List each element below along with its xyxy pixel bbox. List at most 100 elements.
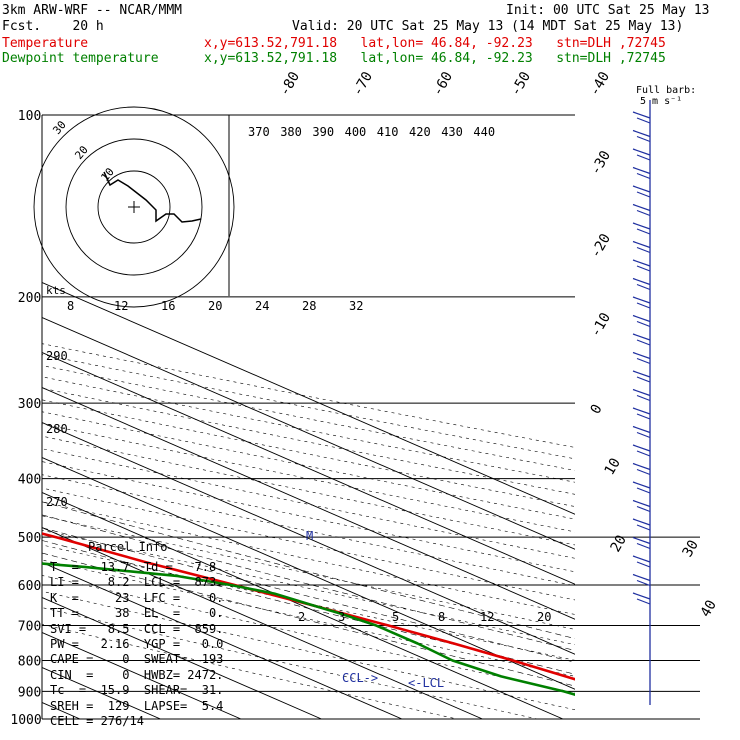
pressure-tick-label: 300 bbox=[18, 397, 41, 412]
pressure-tick-label: 700 bbox=[18, 619, 41, 634]
theta-label: 410 bbox=[377, 125, 399, 139]
parcel-info-row: CAPE = 0 SWEAT= 193 bbox=[50, 652, 224, 667]
wind-barb bbox=[636, 209, 651, 217]
wind-barb bbox=[632, 444, 651, 452]
isotherm-label: -60 bbox=[430, 69, 457, 99]
theta-label: 430 bbox=[441, 125, 463, 139]
mixing-ratio-label: 8 bbox=[438, 610, 445, 624]
isotherm-label: -30 bbox=[588, 148, 615, 178]
wind-barb bbox=[632, 499, 651, 508]
wind-barb bbox=[636, 505, 651, 513]
wind-barb bbox=[636, 561, 651, 568]
wind-barb bbox=[636, 191, 651, 198]
wind-barb bbox=[632, 481, 651, 489]
pressure-tick-label: 500 bbox=[18, 531, 41, 546]
isotherm-label: -70 bbox=[350, 69, 377, 99]
isotherm-line bbox=[42, 317, 575, 550]
isotherm-line bbox=[42, 597, 322, 719]
wind-barb bbox=[636, 450, 651, 457]
theta-label: 380 bbox=[280, 125, 302, 139]
wind-barb bbox=[636, 579, 651, 587]
wind-barb bbox=[632, 407, 651, 415]
wind-barb bbox=[636, 542, 651, 550]
wind-barb bbox=[632, 370, 651, 378]
isotherm-label: -80 bbox=[277, 69, 304, 99]
wind-barb bbox=[632, 573, 651, 582]
wind-barb bbox=[632, 296, 651, 304]
isotherm-line bbox=[42, 387, 575, 620]
wind-barb bbox=[632, 111, 651, 119]
isotherm-label: -40 bbox=[587, 69, 614, 99]
wind-barb bbox=[632, 148, 651, 156]
wind-barb bbox=[636, 265, 651, 272]
wind-barb bbox=[632, 277, 651, 286]
parcel-info-row: Tc = 15.9 SHEAR= 31. bbox=[50, 683, 224, 698]
wind-barb bbox=[636, 524, 651, 531]
wind-barb bbox=[632, 314, 651, 323]
isotherm-label: 0 bbox=[588, 402, 606, 417]
wind-barb bbox=[636, 413, 651, 420]
wind-barb bbox=[636, 394, 651, 402]
theta-label: 440 bbox=[473, 125, 495, 139]
temperature-line bbox=[42, 532, 575, 681]
mixing-ratio-label: 3 bbox=[338, 610, 345, 624]
hodograph-kts-label: 20 bbox=[208, 299, 222, 313]
theta-label: 290 bbox=[46, 349, 68, 363]
wind-barb bbox=[632, 592, 651, 600]
parcel-info-row: CELL = 276/14 bbox=[50, 714, 144, 728]
parcel-info-row: K = 23 LFC = 0. bbox=[50, 590, 224, 605]
theta-label: 390 bbox=[312, 125, 334, 139]
temperature-legend: Temperature bbox=[2, 36, 89, 51]
parcel-info-title: Parcel Info bbox=[88, 540, 168, 554]
hodograph-ring-label: 20 bbox=[72, 143, 90, 162]
parcel-info-row: LI = 8.2 LCL = 873. bbox=[50, 575, 224, 590]
wind-barb bbox=[636, 598, 651, 605]
wind-barb bbox=[632, 166, 651, 175]
isotherm-label: -50 bbox=[508, 69, 535, 99]
isotherm-label: 10 bbox=[602, 455, 624, 478]
pressure-tick-label: 600 bbox=[18, 579, 41, 594]
pressure-tick-label: 200 bbox=[18, 291, 41, 306]
wind-barb-legend-title: Full barb: bbox=[636, 85, 696, 96]
dry-adiabat bbox=[42, 607, 538, 719]
wind-barb bbox=[636, 302, 651, 309]
wind-barb bbox=[636, 320, 651, 328]
valid-time: Valid: 20 UTC Sat 25 May 13 (14 MDT Sat … bbox=[292, 19, 684, 34]
wind-barb bbox=[636, 339, 651, 346]
wind-barb bbox=[636, 357, 651, 365]
dewpoint-location: x,y=613.52,791.18 lat,lon= 46.84, -92.23… bbox=[204, 51, 666, 66]
ccl-annotation: CCL-> bbox=[342, 671, 378, 685]
mixing-ratio-label: 12 bbox=[480, 610, 494, 624]
wind-barb bbox=[636, 431, 651, 439]
isotherm-line bbox=[42, 282, 575, 515]
wind-barbs: Full barb:5 m s⁻¹ bbox=[632, 85, 696, 705]
hodograph-kts-label: 8 bbox=[67, 299, 74, 313]
hodograph-ring bbox=[97, 170, 171, 244]
theta-label: 370 bbox=[248, 125, 270, 139]
wind-barb bbox=[636, 376, 651, 383]
mixing-ratio-label: 20 bbox=[537, 610, 551, 624]
parcel-info-row: SVI = 8.5 CCL = 859. bbox=[50, 621, 224, 636]
wind-barb bbox=[632, 203, 651, 212]
parcel-info-row: PW = 2.16 YGP = 0.0 bbox=[50, 637, 224, 651]
sounding-series bbox=[42, 532, 575, 696]
hodograph-kts-label: 32 bbox=[349, 299, 363, 313]
wind-barb bbox=[636, 228, 651, 235]
isotherm-line bbox=[42, 457, 575, 690]
hodograph-kts-label: 12 bbox=[114, 299, 128, 313]
pressure-tick-label: 900 bbox=[18, 685, 41, 700]
dry-adiabat bbox=[42, 474, 575, 587]
dry-adiabat bbox=[42, 515, 575, 630]
hodograph-kts-label: 16 bbox=[161, 299, 175, 313]
isotherm-label: -10 bbox=[588, 310, 615, 340]
mixing-ratio-label: 2 bbox=[298, 610, 305, 624]
hodograph-ring bbox=[33, 106, 235, 308]
mixing-ratio-label: 5 bbox=[392, 610, 399, 624]
hodograph-kts-label: 24 bbox=[255, 299, 269, 313]
wind-barb bbox=[636, 283, 651, 291]
wind-barb bbox=[632, 240, 651, 249]
wind-barb bbox=[632, 388, 651, 397]
theta-label: 420 bbox=[409, 125, 431, 139]
wind-barb bbox=[632, 129, 651, 138]
